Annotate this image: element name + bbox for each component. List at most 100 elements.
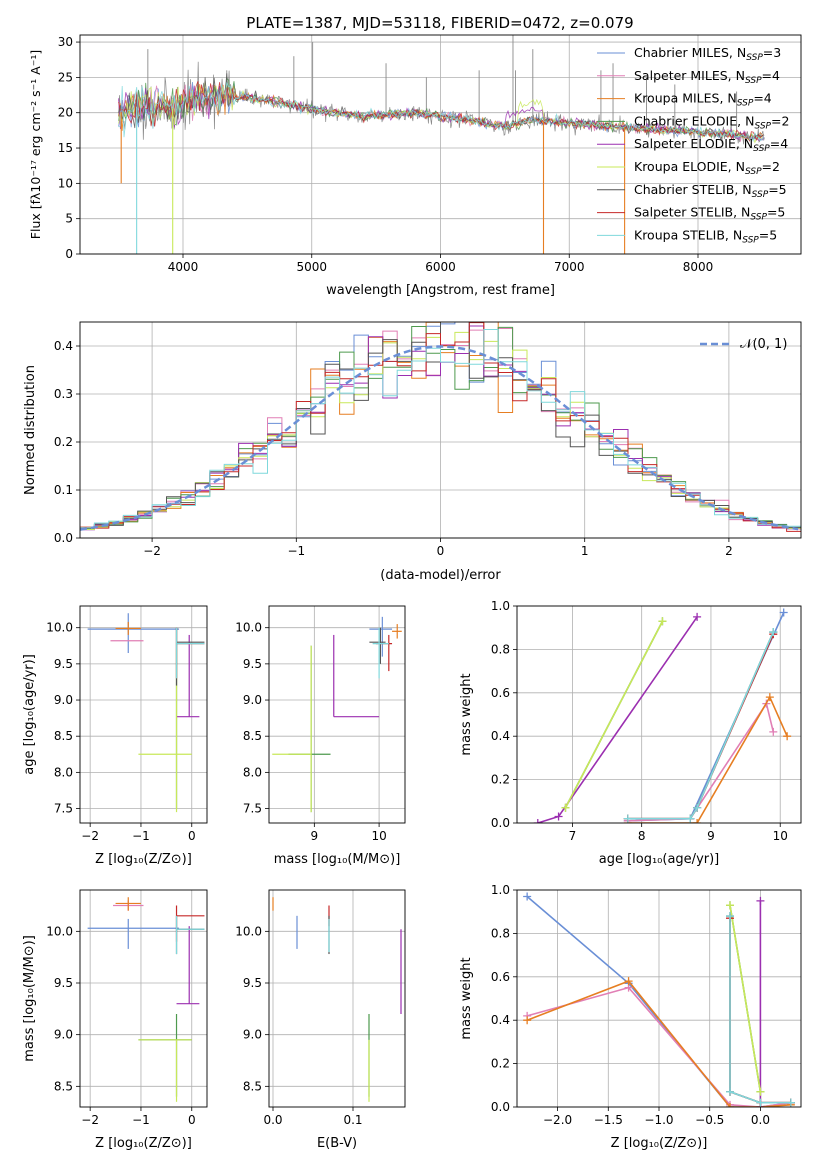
y-tick-label: 0	[65, 247, 73, 261]
y-tick-label: 0.3	[54, 387, 73, 401]
marker-kroupa_stelib	[693, 803, 702, 812]
legend-label-tail: =3	[763, 45, 781, 60]
y-tick-label: 10	[58, 176, 73, 190]
legend-label-sub: SSP	[746, 53, 763, 63]
x-tick-label: −2	[81, 1113, 99, 1127]
y-tick-label: 10.0	[235, 621, 262, 635]
marker-kroupa_elodie	[756, 1087, 765, 1096]
panel-massweight_vs_Z: −2.0 −1.5 −1.0 −0.5 0.0 0.0 0.2 0.4 0.6 0.8 1.0 Z […	[459, 883, 802, 1151]
legend-label-text: Kroupa ELODIE, N	[634, 159, 745, 174]
y-tick-label: 0.4	[491, 729, 510, 743]
panel-age_vs_mass: 9 10 7.5 8.0 8.5 9.0 9.5 10.0 mass [log₁₀(M/M⊙)]	[235, 605, 406, 867]
legend-label-text: Salpeter MILES, N	[634, 68, 745, 83]
x-axis-label: wavelength [Angstrom, rest frame]	[326, 283, 555, 298]
legend-label-sub: SSP	[745, 76, 762, 86]
legend-label-sub: SSP	[745, 167, 762, 177]
marker-kroupa_miles	[624, 977, 633, 986]
panel-spectrum: 4000 5000 6000 7000 8000 0 5 10 15 20 25 30 waveleng…	[28, 34, 802, 298]
legend-label: Chabrier STELIB, NSSP=5	[634, 182, 787, 200]
y-tick-label: 0.2	[491, 1057, 510, 1071]
y-tick-label: 9.0	[243, 693, 262, 707]
histogram-salpeter_stelib	[80, 322, 801, 532]
legend-label-tail: =2	[771, 113, 789, 128]
x-tick-label: 10	[773, 829, 788, 843]
plot-area	[272, 897, 402, 1102]
x-tick-label: 6000	[425, 260, 456, 274]
y-tick-label: 8.0	[243, 765, 262, 779]
mass-weight-line-kroupa_miles	[526, 980, 791, 1107]
y-axis-label: Normed distribution	[23, 365, 38, 495]
y-tick-label: 1.0	[491, 883, 510, 897]
legend-label: 𝒩(0, 1)	[740, 337, 787, 352]
panel-mass_vs_Z: −2 −1 0 8.5 9.0 9.5 10.0 Z [log₁₀(Z/Z⊙)] mass [l…	[22, 889, 208, 1151]
x-tick-label: −1	[132, 1113, 150, 1127]
plot-area	[533, 608, 792, 823]
y-tick-label: 10.0	[46, 924, 73, 938]
axes-frame	[79, 605, 208, 824]
y-tick-label: 8.0	[54, 765, 73, 779]
legend-label: Salpeter MILES, NSSP=4	[634, 68, 780, 86]
x-tick-label: 7000	[554, 260, 585, 274]
y-tick-label: 9.5	[54, 657, 73, 671]
marker-kroupa_stelib	[686, 814, 695, 823]
legend-label-text: Chabrier MILES, N	[634, 45, 746, 60]
axes-frame	[79, 321, 802, 539]
y-axis-label: age [log₁₀(age/yr)]	[22, 654, 37, 775]
y-tick-label: 0.0	[491, 816, 510, 830]
legend-label-tail: =4	[762, 68, 780, 83]
plot-area	[272, 616, 402, 813]
y-tick-label: 8.5	[54, 1079, 73, 1093]
x-tick-label: 0	[188, 1113, 196, 1127]
x-axis-label: Z [log₁₀(Z/Z⊙)]	[95, 852, 192, 867]
marker-chabrier_miles	[523, 892, 532, 901]
y-axis-label: mass [log₁₀(M/M⊙)]	[22, 935, 37, 1062]
marker-kroupa_elodie	[561, 803, 570, 812]
panel-mass_vs_ebv: 0.0 0.1 8.5 9.0 9.5 10.0 E(B-V)	[235, 889, 406, 1151]
legend-label-tail: =5	[759, 227, 777, 242]
y-tick-label: 8.5	[54, 729, 73, 743]
legend-label: Kroupa STELIB, NSSP=5	[634, 227, 777, 245]
mass-weight-line-kroupa_stelib	[729, 916, 791, 1104]
axes-frame	[79, 889, 208, 1108]
y-tick-label: 9.0	[243, 1028, 262, 1042]
plot-area	[118, 35, 765, 254]
mass-weight-line-kroupa_miles	[627, 695, 788, 823]
legend-label-text: Chabrier ELODIE, N	[634, 113, 754, 128]
x-tick-label: 2	[725, 544, 733, 558]
y-tick-label: 9.5	[243, 976, 262, 990]
y-tick-label: 0.0	[491, 1100, 510, 1114]
mass-weight-line-salpeter_miles	[627, 701, 775, 822]
x-tick-label: −1.0	[644, 1113, 673, 1127]
grid-lines	[269, 890, 405, 1107]
axes-frame	[268, 889, 406, 1108]
panel-residual_hist: −2 −1 0 1 2 0.0 0.1 0.2 0.3 0.4 (data-model)/error…	[23, 321, 802, 583]
mass-weight-line-kroupa_elodie	[729, 905, 762, 1092]
marker-salpeter_miles	[769, 727, 778, 736]
x-tick-label: 1	[581, 544, 589, 558]
marker-chabrier_miles	[779, 608, 788, 617]
x-tick-label: −0.5	[695, 1113, 724, 1127]
y-tick-label: 1.0	[491, 599, 510, 613]
legend-label-sub: SSP	[742, 235, 759, 245]
legend-label-tail: =2	[762, 159, 780, 174]
y-tick-label: 9.0	[54, 693, 73, 707]
x-tick-label: −2	[143, 544, 161, 558]
y-tick-label: 9.5	[243, 657, 262, 671]
x-tick-label: 0.1	[343, 1113, 362, 1127]
y-tick-label: 9.0	[54, 1028, 73, 1042]
y-tick-label: 0.8	[491, 642, 510, 656]
gaussian-curve	[80, 345, 799, 531]
y-tick-label: 0.2	[54, 435, 73, 449]
legend-label-text: Chabrier STELIB, N	[634, 182, 752, 197]
legend-label-text: Salpeter ELODIE, N	[634, 136, 753, 151]
legend-label: Salpeter STELIB, NSSP=5	[634, 205, 785, 223]
marker-salpeter_elodie	[533, 819, 542, 823]
x-tick-label: 7	[569, 829, 577, 843]
y-tick-label: 8.5	[243, 1079, 262, 1093]
marker-kroupa_elodie	[658, 617, 667, 626]
legend-label-tail: =4	[770, 136, 788, 151]
y-tick-label: 5	[65, 212, 73, 226]
plot-area	[523, 892, 795, 1107]
axes-frame	[79, 34, 802, 255]
